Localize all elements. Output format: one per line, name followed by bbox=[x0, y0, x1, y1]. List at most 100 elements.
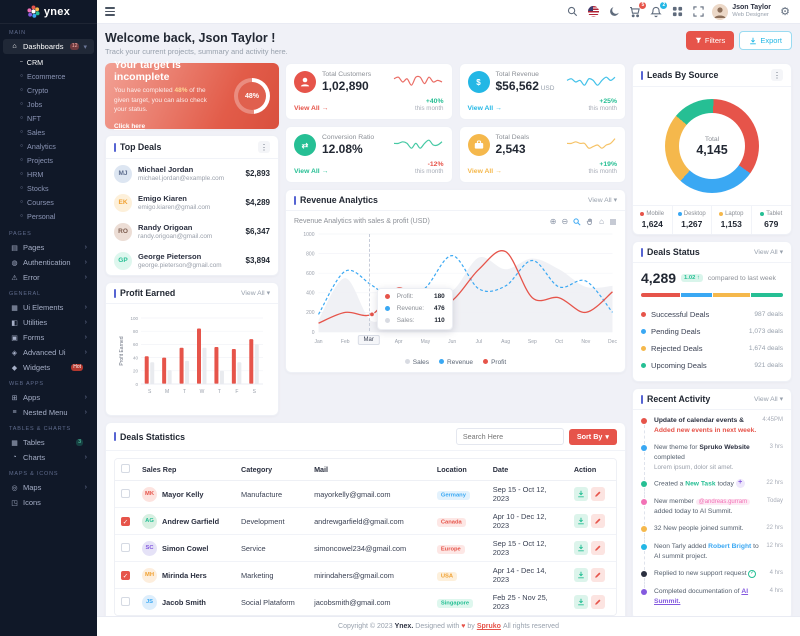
location-badge: Singapore bbox=[436, 599, 474, 608]
sidebar-subitem-analytics[interactable]: ○ Analytics bbox=[0, 139, 97, 153]
zoom-out-icon[interactable]: ⊖ bbox=[561, 217, 569, 226]
hamburger-menu-icon[interactable] bbox=[105, 7, 115, 16]
sidebar-item-label: Forms bbox=[23, 333, 45, 342]
leads-legend-item: Desktop 1,267 bbox=[673, 206, 712, 234]
edit-action-button[interactable] bbox=[590, 568, 605, 582]
sidebar-subitem-nft[interactable]: ○ NFT bbox=[0, 111, 97, 125]
sidebar-item-forms[interactable]: ▣ Forms › bbox=[3, 330, 94, 345]
download-action-button[interactable] bbox=[573, 487, 588, 501]
stat-view-all[interactable]: View All → bbox=[294, 105, 329, 112]
deals-status-view-all[interactable]: View All ▾ bbox=[754, 249, 783, 256]
select-all-checkbox[interactable] bbox=[121, 464, 130, 473]
svg-text:T: T bbox=[218, 389, 221, 395]
stat-delta: +40% bbox=[425, 98, 444, 105]
sidebar-item-charts[interactable]: ◔ Charts › bbox=[3, 450, 94, 465]
sidebar-subitem-crypto[interactable]: ○ Crypto bbox=[0, 83, 97, 97]
sort-by-button[interactable]: Sort By ▾ bbox=[568, 428, 617, 445]
brand-logo[interactable]: ynex bbox=[0, 0, 97, 24]
sidebar-item-label: Widgets bbox=[23, 363, 51, 372]
sidebar-item-error[interactable]: ⚠ Error › bbox=[3, 270, 94, 285]
row-checkbox[interactable] bbox=[121, 542, 130, 552]
sidebar-item-utilities[interactable]: ◧ Utilities › bbox=[3, 315, 94, 330]
fullscreen-icon[interactable] bbox=[691, 5, 705, 19]
row-checkbox[interactable]: ✓ bbox=[121, 516, 130, 526]
dark-mode-moon-icon[interactable] bbox=[607, 5, 621, 19]
chevron-right-icon: › bbox=[84, 409, 87, 416]
table-row: JS Jacob Smith Social Plataform jacobsmith@… bbox=[115, 588, 616, 615]
target-click-here-link[interactable]: Click here bbox=[114, 122, 146, 130]
chart-menu-icon[interactable] bbox=[609, 218, 617, 226]
activity-time: Today bbox=[766, 497, 783, 504]
user-menu[interactable]: Json Taylor Web Designer bbox=[712, 3, 771, 20]
activity-text-part: Added new events in next week. bbox=[654, 426, 757, 434]
export-button[interactable]: Export bbox=[739, 31, 792, 50]
language-flag-icon[interactable] bbox=[586, 5, 600, 19]
activity-text: New member @andreas.gurram added today t… bbox=[654, 497, 783, 516]
download-action-button[interactable] bbox=[573, 568, 588, 582]
recent-activity-view-all[interactable]: View All ▾ bbox=[754, 396, 783, 403]
revenue-view-all[interactable]: View All ▾ bbox=[588, 197, 617, 204]
svg-text:W: W bbox=[200, 389, 205, 395]
chevron-right-icon: › bbox=[84, 484, 87, 491]
sidebar-item-nested-menu[interactable]: ≡ Nested Menu › bbox=[3, 405, 94, 420]
avatar: AG bbox=[142, 513, 157, 529]
zoom-in-icon[interactable]: ⊕ bbox=[549, 217, 557, 226]
download-action-button[interactable] bbox=[573, 541, 588, 555]
menu-icon: ⌂ bbox=[12, 43, 17, 50]
sidebar-subitem-jobs[interactable]: ○ Jobs bbox=[0, 97, 97, 111]
settings-gear-icon[interactable]: ⚙ bbox=[780, 6, 790, 18]
download-action-button[interactable] bbox=[573, 595, 588, 609]
row-checkbox[interactable] bbox=[121, 488, 130, 498]
sidebar-item-widgets[interactable]: ◆ Widgets Hot bbox=[3, 360, 94, 375]
spruko-link[interactable]: Spruko bbox=[476, 623, 501, 630]
status-label: Pending Deals bbox=[651, 327, 701, 336]
svg-text:Sep: Sep bbox=[528, 339, 537, 345]
edit-action-button[interactable] bbox=[590, 514, 605, 528]
stat-view-all[interactable]: View All → bbox=[294, 168, 329, 175]
sidebar-item-icons[interactable]: ◳ Icons bbox=[3, 495, 94, 510]
table-search-input[interactable] bbox=[455, 428, 564, 445]
apps-grid-icon[interactable] bbox=[670, 5, 684, 19]
edit-action-button[interactable] bbox=[590, 541, 605, 555]
edit-action-button[interactable] bbox=[590, 595, 605, 609]
stat-view-all[interactable]: View All → bbox=[467, 105, 502, 112]
sidebar-category: WEB APPS bbox=[9, 381, 44, 387]
row-checkbox[interactable] bbox=[121, 596, 130, 606]
stat-view-all[interactable]: View All → bbox=[467, 168, 502, 175]
download-action-button[interactable] bbox=[573, 514, 588, 528]
notifications-bell-icon[interactable]: 2 bbox=[649, 1, 668, 19]
sidebar-subitem-hrm[interactable]: ○ HRM bbox=[0, 167, 97, 181]
sidebar-subitem-projects[interactable]: ○ Projects bbox=[0, 153, 97, 167]
deals-status-item: Rejected Deals 1,674 deals bbox=[641, 340, 783, 357]
sidebar-item-advanced-ui[interactable]: ◈ Advanced Ui › bbox=[3, 345, 94, 360]
sidebar-item-ui-elements[interactable]: ▦ Ui Elements › bbox=[3, 300, 94, 315]
sidebar-item-authentication[interactable]: ◍ Authentication › bbox=[3, 255, 94, 270]
sales-rep-name: Mirinda Hers bbox=[162, 570, 207, 580]
kebab-menu-icon[interactable]: ⋮ bbox=[258, 141, 270, 153]
row-checkbox[interactable]: ✓ bbox=[121, 570, 130, 580]
home-reset-icon[interactable]: ⌂ bbox=[599, 217, 604, 226]
sidebar-item-apps[interactable]: ⊞ Apps › bbox=[3, 390, 94, 405]
sidebar-item-tables[interactable]: ▦ Tables 3 bbox=[3, 435, 94, 450]
sidebar-item-dashboards[interactable]: ⌂ Dashboards 12 ▾ bbox=[3, 39, 94, 54]
sidebar-subitem-sales[interactable]: ○ Sales bbox=[0, 125, 97, 139]
sidebar-subitem-ecommerce[interactable]: ○ Ecommerce bbox=[0, 69, 97, 83]
sidebar-subitem-courses[interactable]: ○ Courses bbox=[0, 195, 97, 209]
cart-icon[interactable]: 5 bbox=[628, 1, 647, 19]
filters-button[interactable]: Filters bbox=[685, 31, 735, 50]
pan-hand-icon[interactable] bbox=[586, 218, 594, 226]
kebab-menu-icon[interactable]: ⋮ bbox=[771, 69, 783, 81]
sidebar-item-pages[interactable]: ▤ Pages › bbox=[3, 240, 94, 255]
search-icon[interactable] bbox=[565, 5, 579, 19]
edit-action-button[interactable] bbox=[590, 487, 605, 501]
sidebar-subitem-personal[interactable]: ○ Personal bbox=[0, 209, 97, 223]
user-role: Web Designer bbox=[732, 12, 769, 19]
profit-view-all[interactable]: View All ▾ bbox=[241, 290, 270, 297]
tooltip-value: 180 bbox=[434, 293, 445, 301]
sidebar-subitem-crm[interactable]: – CRM bbox=[0, 55, 97, 69]
category-cell: Social Plataform bbox=[235, 588, 309, 615]
sidebar-item-maps[interactable]: ◎ Maps › bbox=[3, 480, 94, 495]
column-header-category: Category bbox=[235, 459, 309, 481]
selection-zoom-icon[interactable] bbox=[573, 217, 581, 226]
sidebar-subitem-stocks[interactable]: ○ Stocks bbox=[0, 181, 97, 195]
